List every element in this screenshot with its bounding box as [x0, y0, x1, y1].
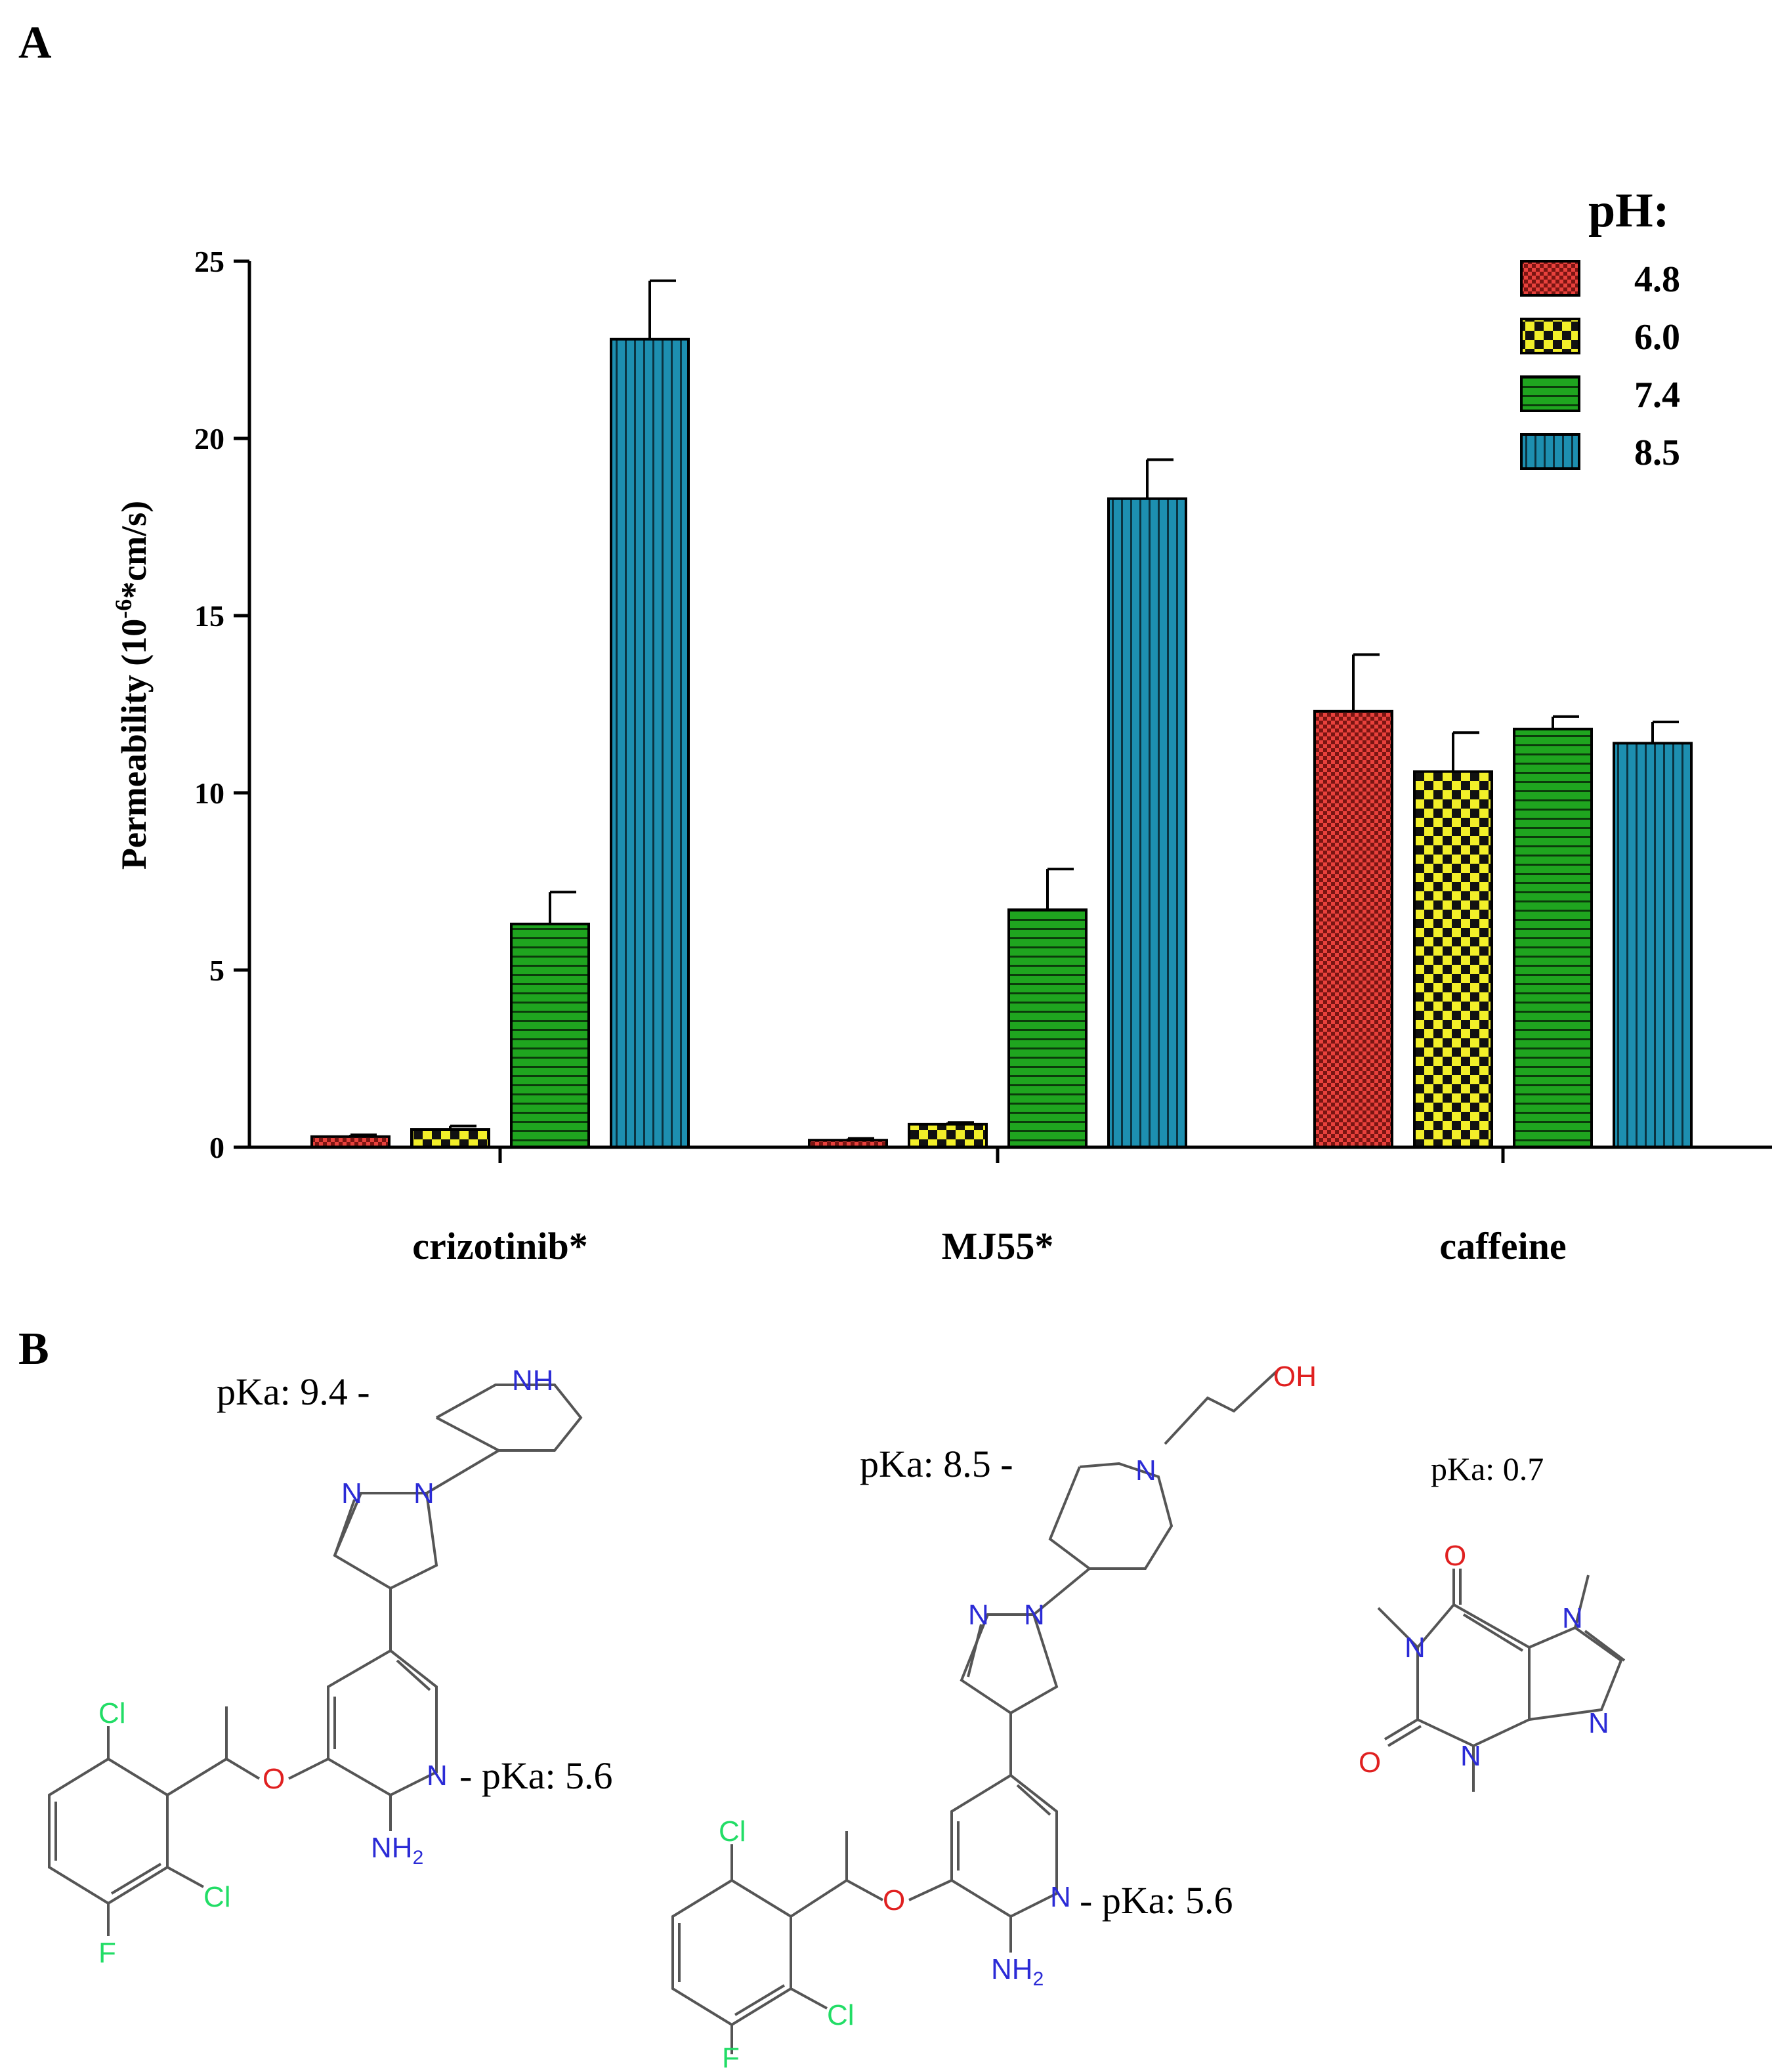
legend-swatch-3	[1520, 433, 1580, 470]
mj55-atom-n-piperidine: N	[1135, 1454, 1156, 1487]
legend-swatch-2	[1520, 375, 1580, 412]
crizotinib-atom-cl1: Cl	[98, 1697, 126, 1729]
y-tick-label: 15	[194, 599, 224, 633]
mj55-pka-piperidine: pKa: 8.5 -	[860, 1443, 1013, 1485]
caffeine-atom-n2: N	[1460, 1740, 1481, 1772]
caffeine-atom-n1: N	[1405, 1632, 1426, 1664]
mj55-atom-o: O	[883, 1884, 905, 1916]
mj55-atom-cl2: Cl	[827, 1999, 855, 2031]
legend-swatch-1	[1520, 318, 1580, 354]
bar-marks	[310, 337, 1693, 1149]
y-tick-label: 5	[209, 954, 224, 987]
mj55-pka-pyridine: - pKa: 5.6	[1080, 1879, 1233, 1922]
error-bars	[349, 279, 1679, 1141]
crizotinib-pka-pyridine: - pKa: 5.6	[459, 1754, 613, 1797]
panel-label-a: A	[18, 18, 52, 68]
bar-8-5-1	[1107, 497, 1187, 1149]
bar-6-0-0	[410, 1128, 490, 1149]
legend-label-1: 6.0	[1634, 317, 1680, 358]
crizotinib-atom-cl2: Cl	[203, 1881, 231, 1913]
y-tick-label: 0	[209, 1131, 224, 1164]
caffeine-atom-n3: N	[1562, 1602, 1583, 1634]
x-category-label: MJ55*	[942, 1225, 1054, 1267]
x-category-label: crizotinib*	[412, 1225, 587, 1267]
crizotinib-pka-piperidine: pKa: 9.4 -	[217, 1370, 370, 1413]
structure-mj55-labels: pKa: 8.5 - - pKa: 5.6 OH N N N N O NH2 C…	[719, 1361, 1317, 2072]
structure-caffeine-labels: pKa: 0.7 O O N N N N	[1359, 1450, 1609, 1779]
panel-label-b: B	[18, 1324, 49, 1374]
caffeine-pka: pKa: 0.7	[1431, 1450, 1544, 1487]
legend-label-3: 8.5	[1634, 433, 1680, 473]
caffeine-atom-o1: O	[1444, 1540, 1466, 1572]
bar-7-4-1	[1007, 908, 1088, 1149]
y-tick-label: 20	[194, 422, 224, 455]
structure-mj55	[671, 1367, 1281, 2054]
structure-crizotinib-labels: pKa: 9.4 - - pKa: 5.6 NH N N N O NH2 Cl …	[98, 1364, 613, 1969]
x-category-label: caffeine	[1439, 1225, 1566, 1267]
y-tick-labels: 0 5 10 15 20 25	[194, 245, 224, 1164]
x-category-labels: crizotinib* MJ55* caffeine	[412, 1225, 1566, 1267]
mj55-atom-nh2: NH2	[991, 1953, 1044, 1990]
mj55-atom-f: F	[722, 2042, 740, 2072]
mj55-atom-n3: N	[1050, 1881, 1071, 1913]
y-axis-title: Permeability (10-6*cm/s)	[110, 501, 154, 870]
legend: 4.8 6.0 7.4 8.5	[1520, 259, 1680, 473]
mj55-atom-cl1: Cl	[719, 1815, 746, 1848]
mj55-atom-oh: OH	[1273, 1361, 1317, 1393]
mj55-atom-n1: N	[968, 1599, 989, 1631]
crizotinib-atom-nh: NH	[512, 1364, 554, 1397]
crizotinib-atom-n1: N	[341, 1477, 362, 1510]
y-tick-label: 25	[194, 245, 224, 278]
y-tick-label: 10	[194, 776, 224, 810]
bar-7-4-0	[510, 922, 590, 1149]
caffeine-atom-n4: N	[1588, 1707, 1609, 1739]
crizotinib-atom-nh2: NH2	[371, 1832, 423, 1869]
legend-title: pH:	[1588, 184, 1669, 238]
caffeine-atom-o2: O	[1359, 1746, 1381, 1779]
legend-label-0: 4.8	[1634, 259, 1680, 300]
crizotinib-atom-f: F	[98, 1937, 116, 1969]
structure-caffeine	[1377, 1569, 1626, 1792]
crizotinib-atom-n2: N	[413, 1477, 434, 1510]
bar-4-8-2	[1313, 709, 1393, 1149]
crizotinib-atom-n3: N	[427, 1760, 448, 1792]
bar-6-0-1	[908, 1122, 988, 1149]
legend-swatch-0	[1520, 260, 1580, 297]
bar-8-5-2	[1613, 742, 1693, 1149]
mj55-atom-n2: N	[1024, 1599, 1045, 1631]
bar-6-0-2	[1413, 770, 1493, 1149]
crizotinib-atom-o: O	[263, 1763, 285, 1795]
chart-axes	[234, 259, 1772, 1163]
structure-crizotinib	[48, 1384, 583, 1936]
bar-8-5-0	[610, 337, 690, 1149]
legend-label-2: 7.4	[1634, 375, 1680, 415]
bar-7-4-2	[1513, 727, 1593, 1149]
